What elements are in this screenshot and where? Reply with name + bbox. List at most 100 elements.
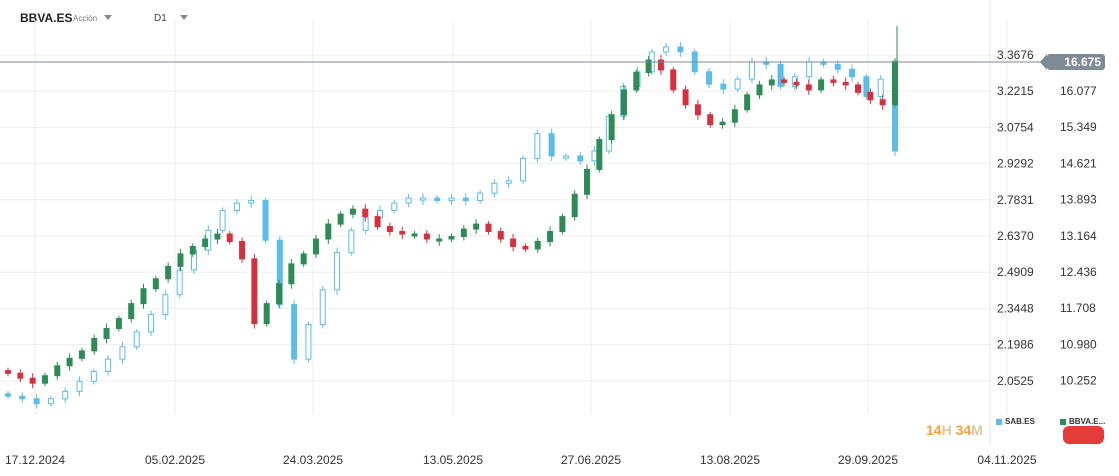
- bbva-candle: [78, 350, 85, 359]
- bbva-candle: [399, 231, 406, 235]
- timer-hours: 14: [926, 422, 942, 438]
- sab-candle: [548, 133, 555, 157]
- bbva-candle: [633, 71, 640, 91]
- bbva-candle: [423, 233, 430, 240]
- left-axis-tick: 3.2215: [997, 84, 1034, 98]
- bbva-candle: [325, 223, 332, 240]
- bbva-candle: [411, 233, 418, 237]
- bbva-candle: [559, 216, 566, 233]
- bbva-candle: [781, 79, 788, 83]
- symbol-dropdown-icon[interactable]: [104, 15, 112, 20]
- sab-candle: [319, 289, 326, 325]
- sab-candle: [720, 83, 727, 90]
- bbva-candle: [694, 104, 701, 116]
- bbva-candle: [165, 265, 172, 280]
- left-axis-tick: 2.3448: [997, 301, 1034, 315]
- bbva-candle: [177, 253, 184, 267]
- x-axis-tick: 13.05.2025: [423, 453, 483, 467]
- sab-candle: [505, 180, 512, 184]
- sab-candle: [5, 393, 11, 397]
- red-action-button[interactable]: [1063, 426, 1104, 444]
- bbva-candle: [756, 84, 763, 96]
- sab-candle: [33, 398, 40, 405]
- bbva-candle: [879, 99, 886, 106]
- sab-candle: [591, 150, 598, 162]
- sab-candle: [791, 76, 798, 88]
- x-axis-tick: 29.09.2025: [838, 453, 898, 467]
- legend-item-sab[interactable]: SAB.ES: [996, 417, 1035, 426]
- bbva-candle: [362, 208, 369, 218]
- sab-candle: [806, 61, 813, 78]
- interval-dropdown-icon[interactable]: [180, 15, 188, 20]
- bbva-candle: [374, 216, 381, 228]
- bbva-candle: [473, 223, 480, 230]
- timer-minutes-unit: M: [971, 422, 983, 438]
- x-axis-tick: 13.08.2025: [700, 453, 760, 467]
- bbva-candle: [818, 79, 825, 91]
- x-axis-tick: 04.11.2025: [977, 453, 1036, 467]
- bbva-candle: [768, 79, 775, 86]
- bbva-candle: [867, 91, 874, 101]
- bbva-candle: [300, 253, 307, 265]
- bbva-candle: [448, 236, 455, 240]
- left-axis-tick: 2.1986: [997, 338, 1034, 352]
- bbva-candle: [54, 365, 61, 377]
- bbva-candle: [5, 370, 11, 374]
- sab-candle: [19, 395, 26, 400]
- bbva-candle: [534, 240, 541, 250]
- legend-label-bbva: BBVA.E...: [1069, 417, 1106, 426]
- bbva-candle: [547, 231, 554, 242]
- bbva-candle: [830, 79, 837, 83]
- left-axis-tick: 2.9292: [997, 157, 1034, 171]
- sab-candle: [877, 78, 884, 98]
- bbva-candle: [17, 372, 24, 379]
- legend-item-bbva[interactable]: BBVA.E...: [1060, 417, 1105, 426]
- sab-candle: [477, 192, 484, 202]
- bbva-candle: [128, 303, 135, 320]
- bbva-candle: [29, 377, 36, 384]
- left-axis-tick: 2.7831: [997, 193, 1034, 207]
- sab-candle: [491, 182, 498, 194]
- sab-candle: [405, 197, 412, 204]
- right-axis-tick: 15.349: [1060, 120, 1097, 134]
- legend-label-sab: SAB.ES: [1005, 417, 1035, 426]
- sab-candle: [706, 71, 713, 85]
- bbva-candle: [497, 231, 504, 240]
- left-axis-tick: 3.0754: [997, 120, 1034, 134]
- symbol-label[interactable]: BBVA.ES: [20, 11, 73, 25]
- bbva-candle: [510, 238, 517, 247]
- legend-swatch-bbva: [1060, 418, 1066, 425]
- bbva-candle: [892, 60, 898, 106]
- bbva-candle: [657, 59, 664, 71]
- bbva-candle: [189, 245, 196, 255]
- sab-candle: [448, 197, 455, 202]
- symbol-type-label: Acción: [73, 14, 98, 23]
- sab-candle: [276, 239, 283, 306]
- right-axis-tick: 12.436: [1060, 265, 1097, 279]
- bbva-candle: [312, 238, 319, 255]
- bbva-candle: [276, 283, 283, 305]
- bbva-candle: [152, 278, 159, 290]
- bbva-candle: [263, 303, 270, 325]
- bbva-candle: [596, 139, 603, 170]
- bbva-candle: [731, 109, 738, 123]
- timer-hours-unit: H: [941, 422, 952, 438]
- right-axis-tick: 11.708: [1060, 301, 1096, 315]
- x-axis-tick: 24.03.2025: [283, 453, 343, 467]
- sab-candle: [233, 202, 240, 211]
- x-axis-tick: 27.06.2025: [561, 453, 621, 467]
- bbva-candle: [719, 121, 726, 126]
- interval-label[interactable]: D1: [154, 13, 167, 24]
- left-axis-tick: 2.4909: [997, 265, 1034, 279]
- sab-candle: [534, 133, 541, 159]
- sab-candle: [462, 197, 469, 202]
- left-axis-tick: 2.0525: [997, 374, 1034, 388]
- sab-candle: [777, 63, 784, 88]
- sab-candle: [334, 252, 341, 291]
- sab-candle: [90, 371, 97, 382]
- bbva-candle: [670, 69, 677, 91]
- bbva-candle: [140, 288, 147, 305]
- sab-candle: [248, 200, 255, 204]
- x-axis-tick: 17.12.2024: [5, 453, 65, 467]
